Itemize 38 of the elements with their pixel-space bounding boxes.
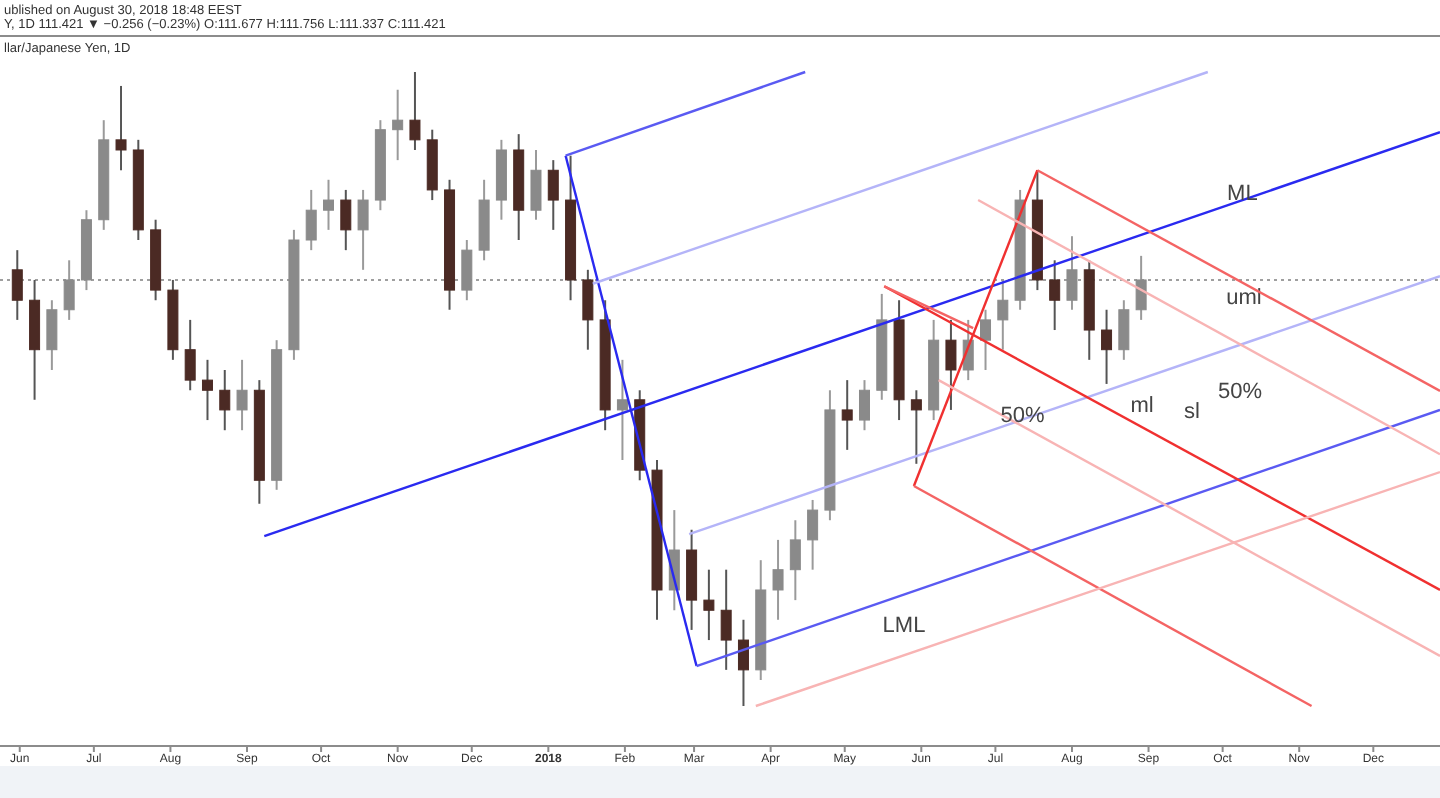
annotation: LML [882,613,926,638]
candlestick [1049,259,1061,332]
candlestick [582,268,594,351]
candlestick [910,389,922,465]
candlestick [616,358,628,462]
annotation: 50% [1000,404,1046,429]
annotation: 50% [1217,379,1263,404]
candlestick [772,538,784,621]
candlestick [115,84,127,172]
candlestick [703,568,715,642]
candlestick [945,318,957,411]
candlestick [1101,308,1113,385]
candlestick [236,358,248,432]
candlestick [357,188,369,271]
candlestick [858,379,870,432]
candlestick [11,249,23,321]
candlestick [530,148,542,221]
annotation: ML [1227,181,1258,206]
candlestick [980,308,992,371]
candlestick [392,88,404,162]
candlestick [323,178,335,231]
candlestick [409,71,421,151]
candlestick [720,568,732,671]
candlestick [547,159,559,231]
candlestick [789,519,801,602]
candlestick [841,379,853,451]
candlestick [219,368,231,432]
candlestick [340,188,352,252]
annotation: sl [1184,399,1200,424]
candlestick [305,188,317,252]
candlestick [737,618,749,707]
annotation: ml [1130,393,1154,418]
candlestick [201,358,213,422]
candlestick [184,318,196,392]
candlestick [1118,299,1130,361]
annotation: uml [1226,285,1262,310]
candlestick [807,498,819,571]
candlestick [46,299,58,371]
